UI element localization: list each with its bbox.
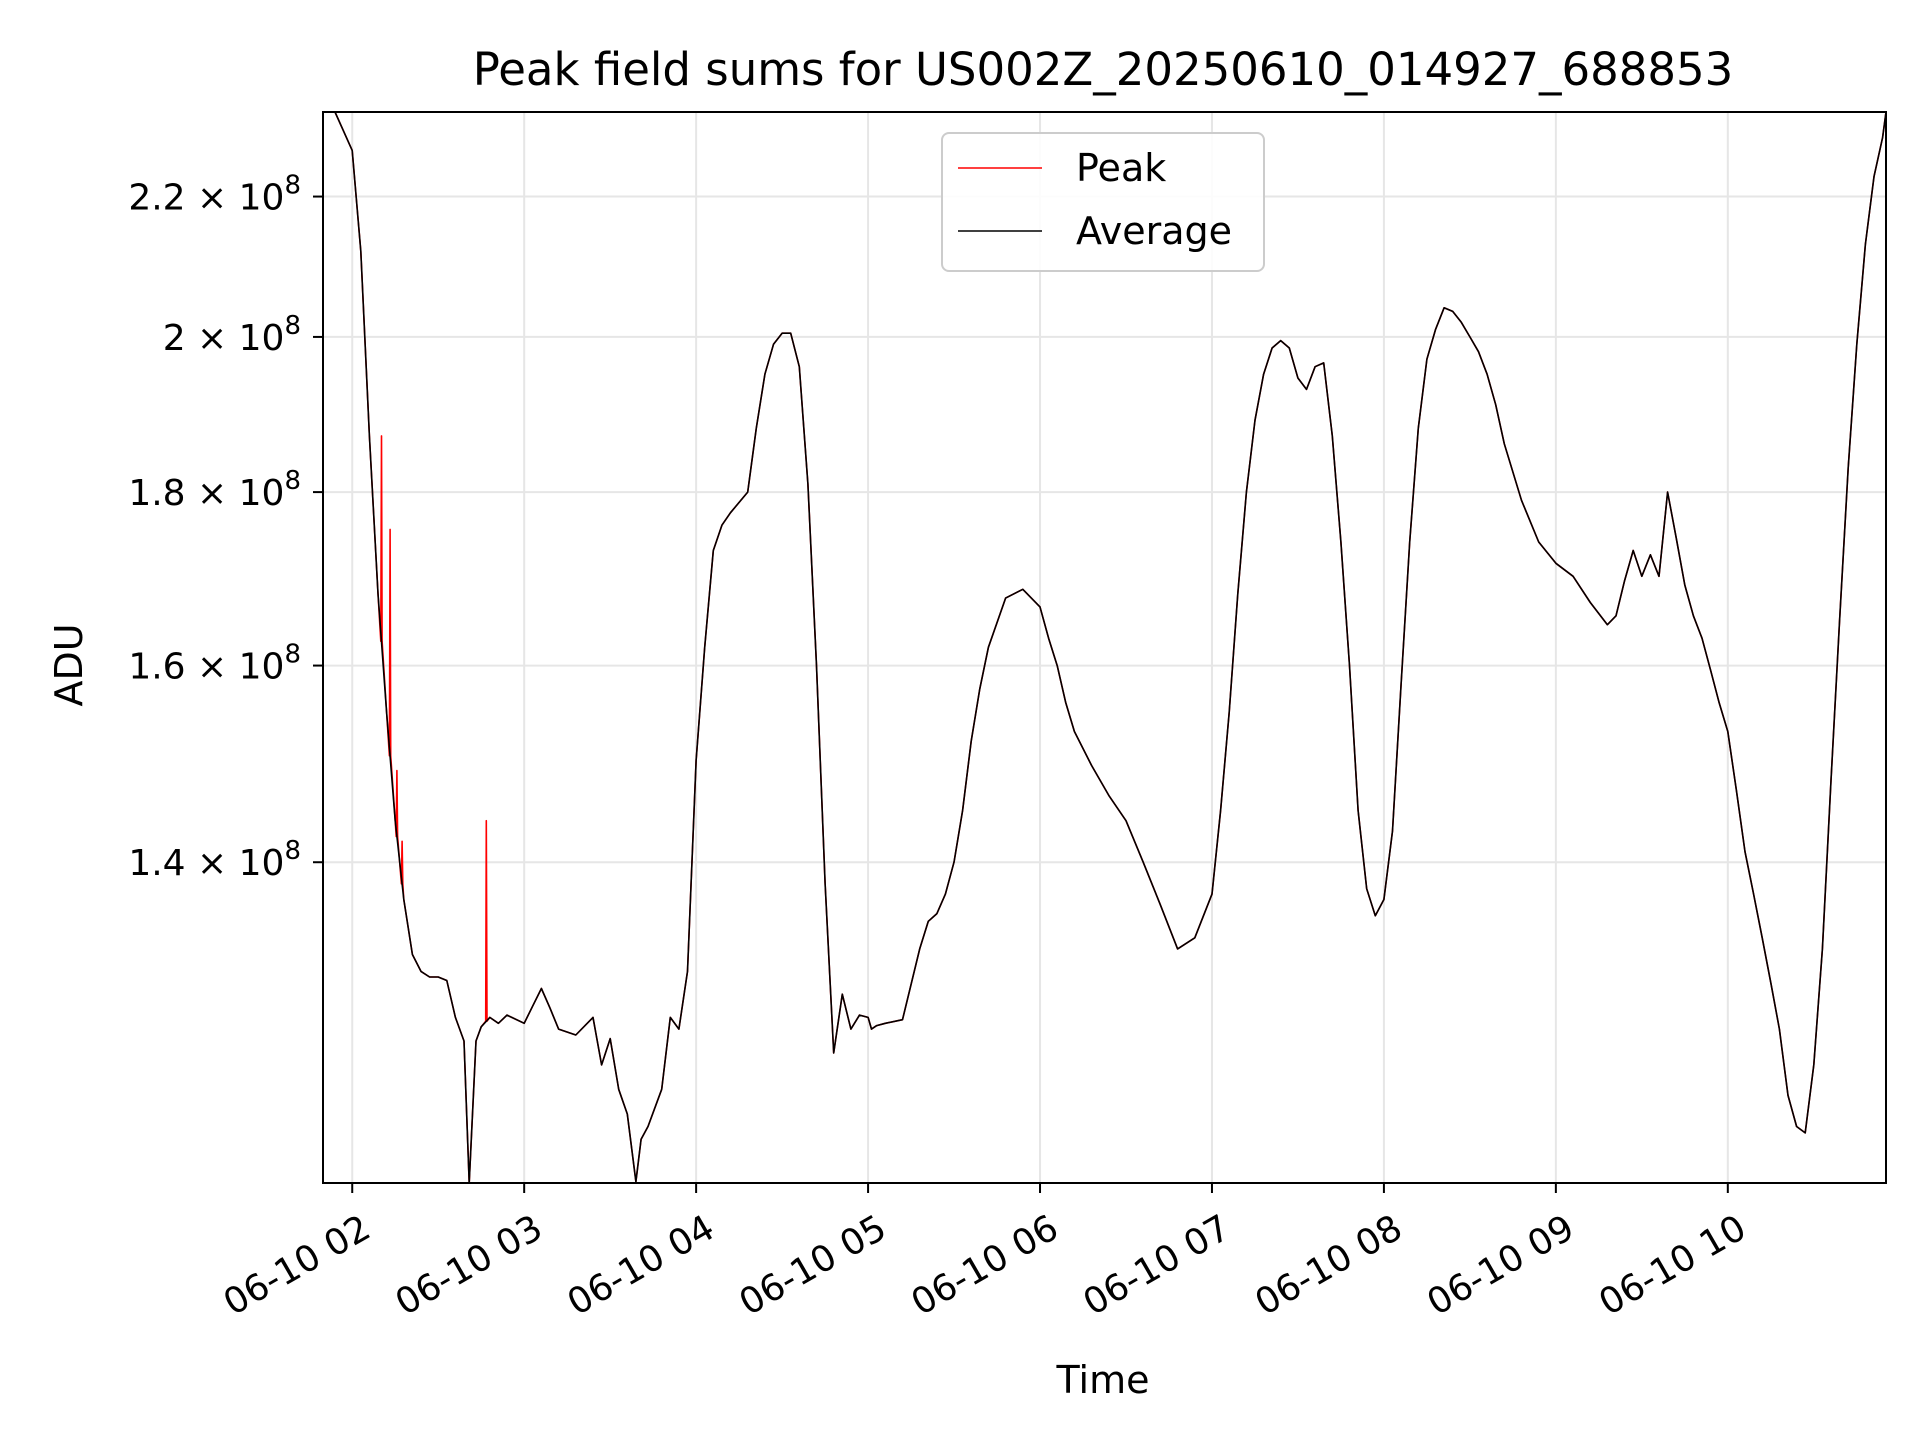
y-tick-label: 2 × 108 — [163, 311, 301, 359]
legend-label-average: Average — [1076, 209, 1232, 253]
y-axis-label: ADU — [47, 623, 91, 706]
series-line-average — [323, 111, 1887, 1184]
y-tick-label: 1.6 × 108 — [128, 640, 301, 688]
chart-title: Peak field sums for US002Z_20250610_0149… — [473, 43, 1734, 96]
y-axis-ticks: 1.4 × 108 1.6 × 108 1.8 × 108 2 × 108 2.2 × … — [128, 171, 323, 884]
plot-series — [323, 111, 1887, 1184]
legend-label-peak: Peak — [1076, 146, 1166, 190]
legend: Peak Average — [941, 132, 1265, 272]
y-tick-label: 1.8 × 108 — [128, 466, 301, 514]
plot-frame — [322, 111, 1887, 1184]
y-tick-label: 2.2 × 108 — [128, 171, 301, 219]
y-tick-label: 1.4 × 108 — [128, 836, 301, 884]
x-axis-label: Time — [1056, 1358, 1150, 1402]
